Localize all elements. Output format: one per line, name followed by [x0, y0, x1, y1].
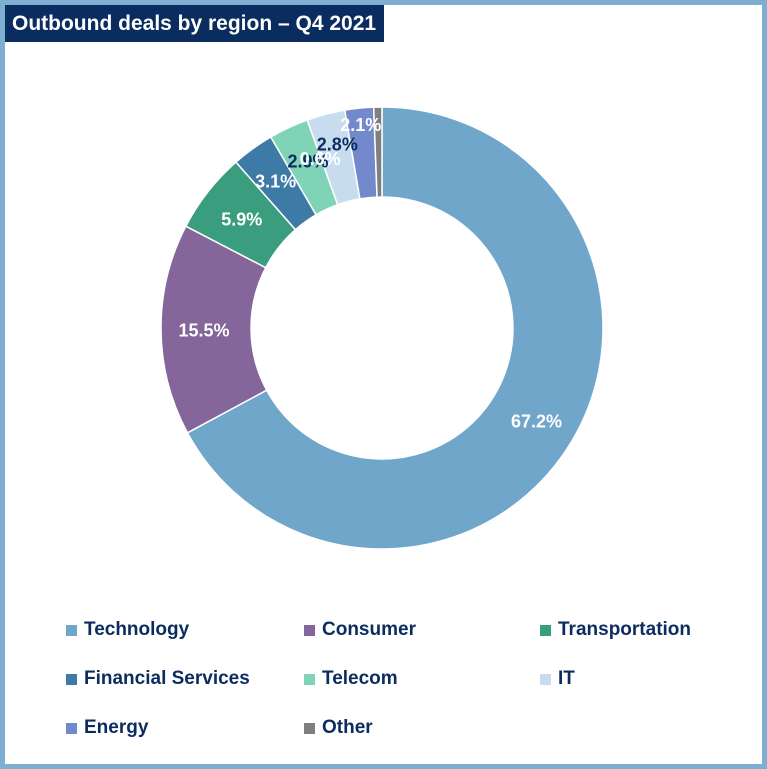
data-label-it: 2.8% [317, 134, 358, 154]
data-label-technology: 67.2% [511, 411, 562, 431]
slice-technology [186, 106, 604, 550]
data-label-other: 0.6% [300, 149, 341, 169]
donut-data-labels: 67.2% 15.5% 5.9% 3.1%2.9%2.8%2.1% 0.6% [178, 115, 562, 431]
data-label-transportation: 5.9% [221, 209, 262, 229]
data-label-consumer: 15.5% [178, 320, 229, 340]
donut-slices [160, 106, 604, 550]
data-label-financial-services: 3.1% [255, 171, 296, 191]
data-label-energy: 2.1% [340, 115, 381, 135]
slice-other [372, 106, 383, 198]
chart-title: Outbound deals by region – Q4 2021 [5, 5, 385, 42]
data-label-telecom: 2.9% [287, 152, 328, 172]
